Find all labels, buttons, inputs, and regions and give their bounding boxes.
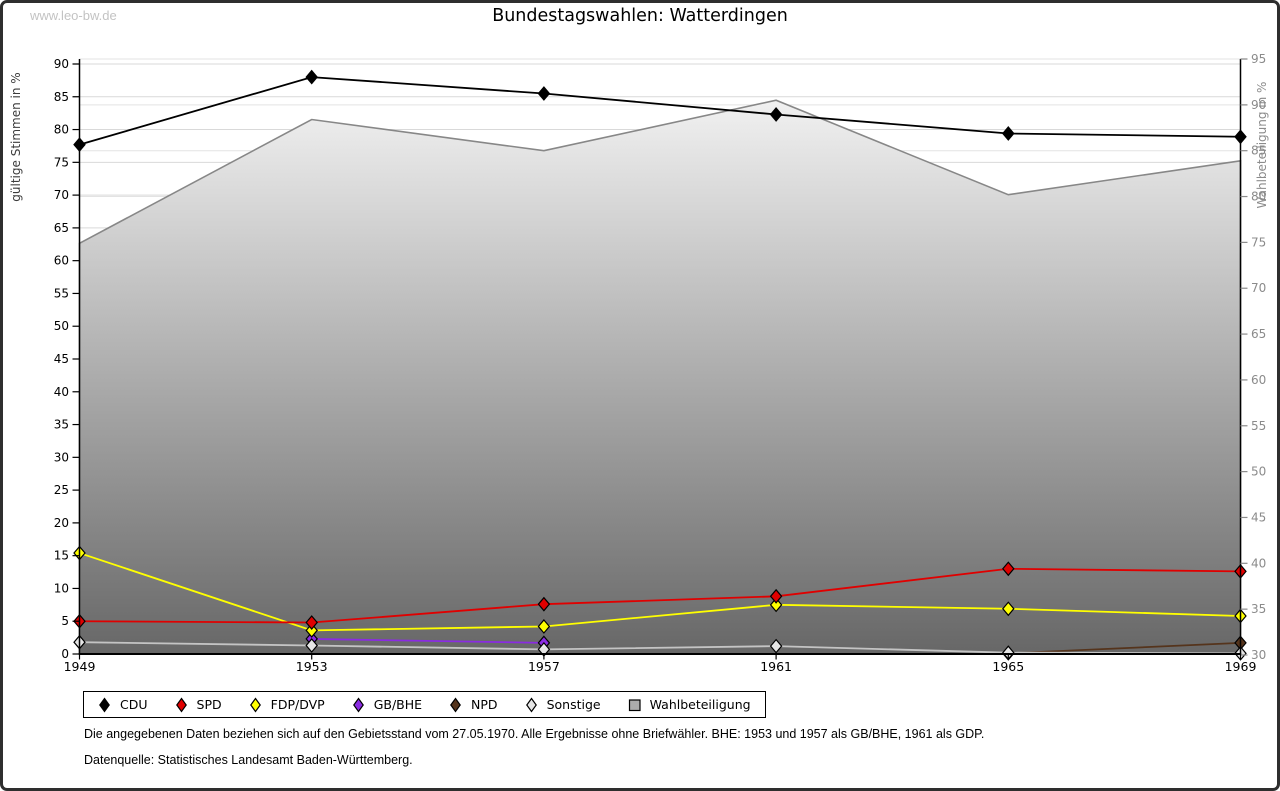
svg-text:1961: 1961 — [760, 659, 792, 674]
svg-text:35: 35 — [1251, 602, 1266, 616]
legend-label: Sonstige — [546, 697, 601, 712]
right-axis-title: Wahlbeteiligung in % — [1255, 82, 1269, 209]
marker-cdu-1957 — [537, 86, 551, 101]
svg-text:80: 80 — [1251, 190, 1266, 204]
series-cdu — [73, 69, 1247, 153]
svg-text:45: 45 — [54, 352, 69, 366]
marker-cdu-1961 — [769, 107, 783, 122]
marker-fdp-dvp-1953 — [305, 622, 318, 638]
svg-text:60: 60 — [1251, 373, 1266, 387]
x-axis-ticks: 1949 1953 1957 1961 1965 1969 — [64, 654, 1257, 674]
left-axis-title: gültige Stimmen in % — [9, 72, 23, 201]
legend-label: FDP/DVP — [270, 697, 325, 712]
diamond-marker-icon — [352, 696, 364, 713]
svg-text:1949: 1949 — [64, 659, 96, 674]
svg-text:40: 40 — [54, 385, 69, 399]
svg-text:80: 80 — [54, 123, 69, 137]
series-line-cdu — [79, 76, 1241, 146]
marker-spd-1953 — [305, 615, 318, 630]
legend-item-wahlbeteiligung: Wahlbeteiligung — [628, 697, 751, 713]
right-axis-ticks: 30 35 40 45 50 55 60 65 70 75 80 85 90 95 — [1240, 52, 1266, 662]
legend-item-sonstige: Sonstige — [525, 696, 601, 713]
svg-text:55: 55 — [1251, 419, 1266, 433]
svg-text:65: 65 — [1251, 327, 1266, 341]
svg-text:1953: 1953 — [296, 659, 328, 674]
svg-text:30: 30 — [1251, 648, 1266, 662]
legend-label: NPD — [471, 697, 498, 712]
svg-text:90: 90 — [54, 57, 69, 71]
svg-text:1969: 1969 — [1225, 659, 1257, 674]
footnote-line-1: Die angegebenen Daten beziehen sich auf … — [84, 727, 985, 741]
marker-sonstige-1953 — [305, 638, 318, 653]
svg-text:25: 25 — [54, 483, 69, 497]
svg-text:60: 60 — [54, 254, 69, 268]
legend-item-fdp-dvp: FDP/DVP — [249, 696, 325, 713]
svg-text:50: 50 — [1251, 465, 1266, 479]
svg-text:45: 45 — [1251, 510, 1266, 524]
svg-text:75: 75 — [54, 155, 69, 169]
chart-legend: CDU SPD FDP/DVP GB/BHE NPD Sonstige Wahlbeteil… — [83, 691, 766, 718]
series-line-npd — [1008, 641, 1241, 655]
legend-label: GB/BHE — [373, 697, 423, 712]
svg-text:1957: 1957 — [528, 659, 560, 674]
legend-label: CDU — [120, 697, 148, 712]
svg-text:85: 85 — [54, 90, 69, 104]
legend-item-npd: NPD — [449, 696, 498, 713]
series-line-fdp-dvp — [79, 552, 1241, 632]
axes — [78, 59, 1242, 655]
diamond-marker-icon — [450, 696, 461, 713]
footnote-line-2: Datenquelle: Statistisches Landesamt Bad… — [84, 753, 413, 767]
series-line-sonstige — [79, 641, 1241, 655]
marker-cdu-1965 — [1002, 126, 1015, 141]
svg-text:10: 10 — [54, 581, 69, 595]
square-marker-icon — [628, 698, 641, 711]
svg-text:30: 30 — [54, 450, 69, 464]
svg-text:95: 95 — [1251, 52, 1266, 66]
left-axis-ticks: 0 5 10 15 20 25 30 35 40 45 50 55 60 65 70 75 80 85 90 — [54, 57, 80, 661]
svg-text:0: 0 — [61, 647, 69, 661]
legend-item-cdu: CDU — [98, 696, 148, 713]
series-line-gb-bhe — [311, 638, 544, 644]
diamond-marker-icon — [525, 696, 537, 713]
legend-label: SPD — [196, 697, 222, 712]
series-area-wahlbeteiligung — [78, 99, 1242, 655]
legend-item-gb-bhe: GB/BHE — [352, 696, 423, 713]
legend-label: Wahlbeteiligung — [649, 697, 751, 712]
series-fdp-dvp — [73, 545, 1247, 638]
svg-text:85: 85 — [1251, 144, 1266, 158]
svg-text:50: 50 — [54, 319, 69, 333]
svg-text:70: 70 — [1251, 281, 1266, 295]
svg-text:70: 70 — [54, 188, 69, 202]
svg-text:1965: 1965 — [992, 659, 1024, 674]
svg-text:90: 90 — [1251, 98, 1266, 112]
chart-plot-area: 0 5 10 15 20 25 30 35 40 45 50 55 60 65 70 75 80 85 90 30 35… — [9, 52, 1269, 674]
marker-sonstige-1961 — [769, 638, 783, 654]
chart-title: Bundestagswahlen: Watterdingen — [492, 6, 788, 26]
marker-spd-1965 — [1002, 561, 1015, 577]
series-line-spd — [79, 567, 1241, 624]
marker-fdp-dvp-1957 — [537, 619, 551, 634]
legend-item-spd: SPD — [175, 696, 222, 713]
marker-spd-1957 — [537, 596, 551, 612]
svg-text:55: 55 — [54, 286, 69, 300]
svg-text:65: 65 — [54, 221, 69, 235]
svg-text:75: 75 — [1251, 235, 1266, 249]
marker-cdu-1953 — [305, 69, 318, 85]
svg-text:15: 15 — [54, 549, 69, 563]
svg-text:20: 20 — [54, 516, 69, 530]
svg-text:5: 5 — [61, 614, 69, 628]
svg-text:40: 40 — [1251, 556, 1266, 570]
svg-text:35: 35 — [54, 418, 69, 432]
diamond-marker-icon — [249, 696, 261, 713]
marker-spd-1961 — [769, 588, 783, 604]
watermark: www.leo-bw.de — [30, 8, 117, 23]
marker-fdp-dvp-1965 — [1002, 601, 1015, 617]
marker-fdp-dvp-1961 — [769, 597, 783, 613]
diamond-marker-icon — [99, 696, 110, 713]
diamond-marker-icon — [175, 696, 187, 713]
series-spd — [73, 561, 1247, 630]
